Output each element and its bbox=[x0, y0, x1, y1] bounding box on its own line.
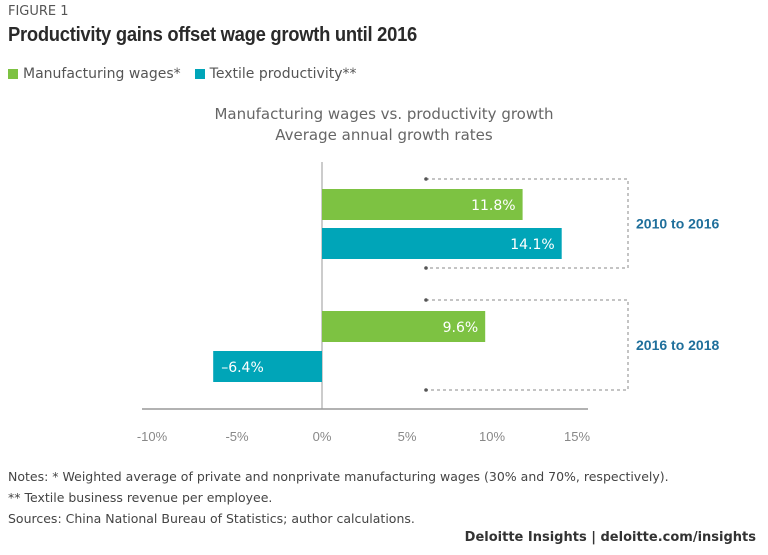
sources-line: Sources: China National Bureau of Statis… bbox=[8, 511, 415, 526]
chart-title-block: Manufacturing wages vs. productivity gro… bbox=[0, 104, 768, 146]
legend-label: Manufacturing wages* bbox=[23, 66, 181, 82]
chart-subtitle: Average annual growth rates bbox=[275, 126, 493, 144]
note-line: ** Textile business revenue per employee… bbox=[8, 490, 273, 505]
x-tick-label: 5% bbox=[398, 429, 417, 444]
x-tick-label: 15% bbox=[564, 429, 590, 444]
data-label: 9.6% bbox=[443, 320, 479, 336]
bar bbox=[213, 351, 322, 382]
data-label: 11.8% bbox=[471, 198, 515, 214]
bar bbox=[322, 228, 562, 259]
legend: Manufacturing wages* Textile productivit… bbox=[8, 66, 357, 82]
x-tick-label: -10% bbox=[137, 429, 168, 444]
x-tick-label: -5% bbox=[225, 429, 249, 444]
group-label: 2016 to 2018 bbox=[636, 337, 719, 353]
bar bbox=[322, 311, 486, 342]
group-bracket bbox=[426, 178, 629, 269]
legend-item-productivity: Textile productivity** bbox=[194, 66, 357, 82]
legend-swatch bbox=[194, 69, 205, 79]
notes: Notes: * Weighted average of private and… bbox=[8, 466, 669, 529]
legend-label: Textile productivity** bbox=[209, 66, 357, 82]
data-label: 14.1% bbox=[510, 237, 554, 253]
note-line: Notes: * Weighted average of private and… bbox=[8, 469, 669, 484]
bracket-dot bbox=[424, 388, 428, 392]
bracket-dot bbox=[424, 177, 428, 181]
group-bracket bbox=[426, 299, 629, 391]
credit: Deloitte Insights | deloitte.com/insight… bbox=[464, 530, 756, 545]
legend-swatch bbox=[8, 69, 18, 79]
x-tick-label: 10% bbox=[479, 429, 505, 444]
chart-title: Manufacturing wages vs. productivity gro… bbox=[214, 105, 554, 123]
figure-label: FIGURE 1 bbox=[8, 4, 69, 19]
group-label: 2010 to 2016 bbox=[636, 216, 719, 232]
bracket-dot bbox=[424, 298, 428, 302]
data-label: –6.4% bbox=[221, 360, 264, 376]
legend-item-wages: Manufacturing wages* bbox=[8, 66, 181, 82]
page-title: Productivity gains offset wage growth un… bbox=[8, 24, 418, 46]
bar bbox=[322, 189, 523, 220]
x-tick-label: 0% bbox=[313, 429, 332, 444]
bracket-dot bbox=[424, 266, 428, 270]
